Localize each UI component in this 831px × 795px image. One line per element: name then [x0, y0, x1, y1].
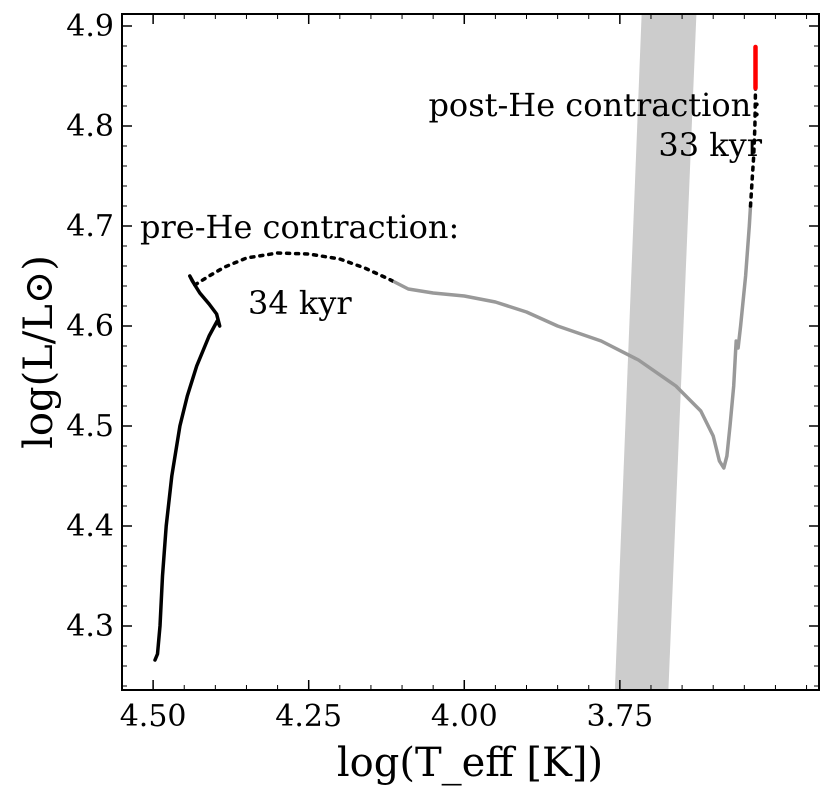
series-pre-he-contraction — [193, 251, 397, 287]
x-tick-label: 3.75 — [586, 699, 653, 734]
y-tick-label: 4.8 — [66, 109, 114, 144]
x-tick-label: 4.25 — [275, 699, 342, 734]
y-tick-label: 4.7 — [66, 209, 114, 244]
plot-frame — [121, 13, 820, 691]
y-tick-label: 4.4 — [66, 509, 114, 544]
series-hertzsprung-gap-crossing — [392, 204, 753, 470]
post-he-annotation-duration: 33 kyr — [658, 126, 762, 164]
post-he-annotation-title: post-He contraction: — [428, 86, 762, 124]
instability-strip-layer — [614, 14, 697, 690]
series-main-sequence-track — [153, 274, 222, 662]
pre-he-annotation-title: pre-He contraction: — [140, 208, 459, 246]
x-tick-label: 4.00 — [431, 699, 498, 734]
y-tick-label: 4.6 — [66, 309, 114, 344]
x-tick-label: 4.50 — [120, 699, 187, 734]
x-axis-label: log(T_eff [K]) — [337, 740, 603, 786]
y-tick-label: 4.9 — [66, 9, 114, 44]
y-tick-label: 4.3 — [66, 609, 114, 644]
series-post-he-contraction — [748, 86, 758, 208]
instability-strip — [614, 14, 697, 690]
y-axis-label: log(L/L⊙) — [16, 255, 62, 449]
y-tick-label: 4.5 — [66, 409, 114, 444]
series-layer — [153, 44, 758, 662]
pre-he-annotation-duration: 34 kyr — [248, 284, 352, 322]
